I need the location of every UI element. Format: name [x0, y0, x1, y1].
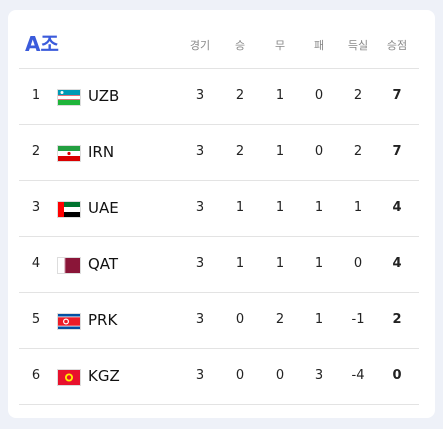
team-name: UZB: [88, 87, 120, 105]
stat-cell: -4: [351, 368, 365, 383]
rank: 3: [31, 200, 41, 215]
team-flag: [57, 257, 81, 274]
column-header: 득실: [347, 39, 369, 52]
stat-cell: 3: [314, 368, 324, 383]
standings-card: A조 경기 승 무 패 득실 승점 1 UZB 3 2 1 0 2 7 2 IRN 3 2 1 0 2 7 3 UAE 3 1 1 1…: [8, 10, 435, 418]
stat-cell: 4: [392, 200, 402, 215]
flag-icon: [57, 257, 81, 274]
stat-cell: 1: [275, 88, 285, 103]
stat-cell: 2: [235, 88, 245, 103]
stat-cell: 1: [235, 200, 245, 215]
row-separator: [19, 180, 419, 181]
stat-cell: 1: [314, 312, 324, 327]
stat-cell: 1: [353, 200, 363, 215]
stat-cell: 2: [275, 312, 285, 327]
row-separator: [19, 348, 419, 349]
stat-cell: 1: [275, 200, 285, 215]
row-separator: [19, 404, 419, 405]
team-flag: [57, 201, 81, 218]
stat-cell: 2: [235, 144, 245, 159]
team-name: KGZ: [88, 367, 120, 385]
row-separator: [19, 292, 419, 293]
team-name: UAE: [88, 199, 119, 217]
flag-icon: [57, 313, 81, 330]
stat-cell: 0: [235, 312, 245, 327]
column-header: 승: [234, 39, 246, 52]
stat-cell: 0: [275, 368, 285, 383]
stat-cell: 1: [275, 256, 285, 271]
flag-icon: [57, 201, 81, 218]
stat-cell: 1: [314, 256, 324, 271]
column-header: 무: [274, 39, 286, 52]
stat-cell: 3: [195, 368, 205, 383]
column-header: 경기: [189, 39, 211, 52]
row-separator: [19, 68, 419, 69]
stat-cell: -1: [351, 312, 365, 327]
rank: 1: [31, 88, 41, 103]
stat-cell: 3: [195, 312, 205, 327]
stat-cell: 3: [195, 200, 205, 215]
column-header: 패: [313, 39, 325, 52]
team-name: PRK: [88, 311, 118, 329]
row-separator: [19, 124, 419, 125]
team-flag: [57, 313, 81, 330]
team-flag: [57, 369, 81, 386]
team-name: IRN: [88, 143, 115, 161]
team-flag: [57, 89, 81, 106]
stat-cell: 0: [235, 368, 245, 383]
stat-cell: 1: [275, 144, 285, 159]
flag-icon: [57, 89, 81, 106]
row-separator: [19, 236, 419, 237]
stat-cell: 2: [353, 88, 363, 103]
stat-cell: 2: [392, 312, 402, 327]
stat-cell: 3: [195, 144, 205, 159]
flag-icon: [57, 145, 81, 162]
group-title: A조: [25, 32, 59, 56]
rank: 2: [31, 144, 41, 159]
rank: 5: [31, 312, 41, 327]
stat-cell: 1: [314, 200, 324, 215]
stat-cell: 3: [195, 256, 205, 271]
column-header: 승점: [386, 39, 408, 52]
stat-cell: 0: [314, 88, 324, 103]
stat-cell: 7: [392, 88, 402, 103]
stat-cell: 7: [392, 144, 402, 159]
stat-cell: 0: [353, 256, 363, 271]
stat-cell: 3: [195, 88, 205, 103]
rank: 6: [31, 368, 41, 383]
stat-cell: 4: [392, 256, 402, 271]
stat-cell: 2: [353, 144, 363, 159]
team-name: QAT: [88, 255, 119, 273]
stat-cell: 1: [235, 256, 245, 271]
stat-cell: 0: [392, 368, 402, 383]
stat-cell: 0: [314, 144, 324, 159]
flag-icon: [57, 369, 81, 386]
team-flag: [57, 145, 81, 162]
rank: 4: [31, 256, 41, 271]
